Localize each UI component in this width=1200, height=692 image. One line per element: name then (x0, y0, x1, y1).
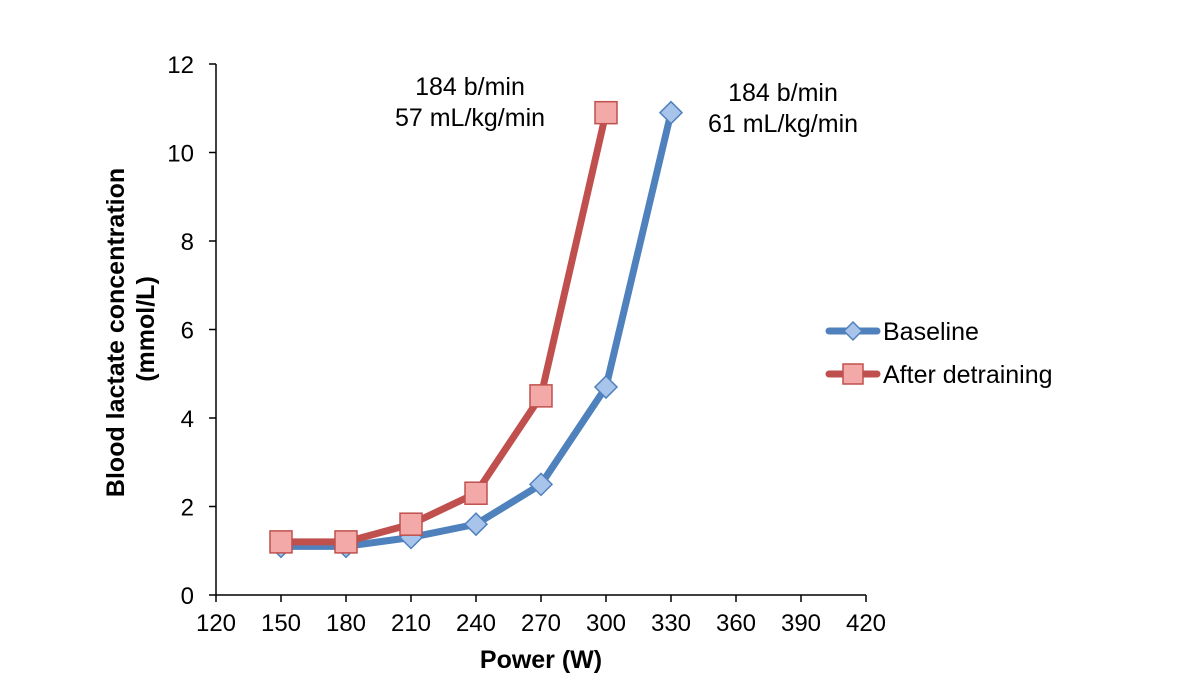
data-point-baseline (463, 512, 489, 537)
y-axis-title-line-2: (mmol/L) (132, 276, 160, 382)
x-axis-title: Power (W) (480, 646, 602, 674)
y-axis-title-line-1: Blood lactate concentration (102, 168, 130, 497)
data-point-after-detraining (594, 100, 618, 125)
x-tick-label: 240 (456, 610, 496, 637)
data-point-baseline (593, 374, 619, 400)
data-point-baseline (528, 472, 554, 497)
annotation-line: 61 mL/kg/min (708, 110, 858, 138)
x-tick-label: 420 (846, 610, 886, 637)
data-point-after-detraining (334, 530, 358, 554)
series-line-after-detraining (277, 109, 610, 546)
axes: 0 2 4 6 8 10 12 120 150 180 210 240 270 300 330 360 390 4… (167, 52, 886, 637)
y-tick-label: 2 (181, 495, 194, 522)
x-tick-label: 180 (326, 610, 366, 637)
legend: Baseline After detraining (825, 318, 1053, 389)
y-tick-label: 0 (181, 583, 194, 610)
data-point-baseline (658, 100, 684, 125)
x-tick-label: 150 (261, 610, 301, 637)
data-point-after-detraining (399, 512, 423, 536)
y-axis-title: Blood lactate concentration (mmol/L) (102, 161, 160, 497)
y-tick-label: 12 (167, 52, 194, 79)
data-point-after-detraining (529, 384, 553, 408)
annotations: 184 b/min 57 mL/kg/min 184 b/min 61 mL/kg/m… (395, 73, 858, 138)
data-point-after-detraining (269, 530, 293, 554)
series-after-detraining (269, 100, 618, 554)
legend-marker-baseline (842, 320, 864, 342)
x-tick-label: 330 (651, 610, 691, 637)
y-tick-label: 10 (167, 141, 194, 168)
x-tick-label: 300 (586, 610, 626, 637)
legend-label-after-detraining: After detraining (883, 361, 1053, 389)
y-tick-label: 6 (181, 318, 194, 345)
legend-label-baseline: Baseline (883, 318, 979, 346)
y-tick-label: 4 (181, 406, 194, 433)
y-tick-label: 8 (181, 229, 194, 256)
annotation-line: 184 b/min (728, 79, 838, 107)
data-point-after-detraining (464, 481, 488, 505)
x-tick-label: 390 (781, 610, 821, 637)
x-tick-label: 120 (196, 610, 236, 637)
x-tick-label: 270 (521, 610, 561, 637)
x-tick-label: 210 (391, 610, 431, 637)
annotation-2: 184 b/min 61 mL/kg/min (708, 79, 858, 138)
x-tick-label: 360 (716, 610, 756, 637)
series-group (268, 100, 684, 559)
annotation-line: 57 mL/kg/min (395, 104, 545, 132)
series-line-baseline (277, 109, 675, 550)
annotation-1: 184 b/min 57 mL/kg/min (395, 73, 545, 132)
legend-marker-after-detraining (842, 363, 864, 385)
annotation-line: 184 b/min (415, 73, 525, 101)
